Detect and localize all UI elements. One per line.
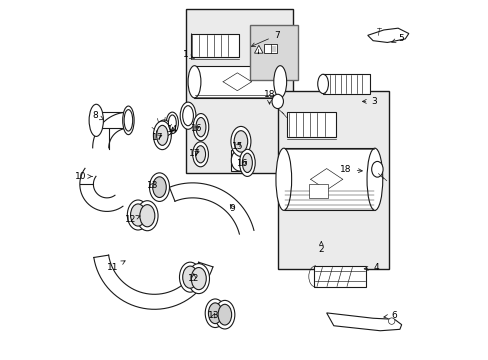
Ellipse shape <box>366 148 382 210</box>
Polygon shape <box>254 45 263 53</box>
Ellipse shape <box>242 153 252 172</box>
Ellipse shape <box>275 148 291 210</box>
Text: 13: 13 <box>146 181 158 190</box>
Bar <box>278 91 388 269</box>
Polygon shape <box>326 313 401 331</box>
Ellipse shape <box>156 125 168 145</box>
Ellipse shape <box>89 104 103 136</box>
Text: 16: 16 <box>237 159 248 168</box>
Ellipse shape <box>153 121 171 150</box>
Ellipse shape <box>152 177 166 198</box>
Ellipse shape <box>214 300 234 329</box>
Text: 15: 15 <box>232 141 244 150</box>
Text: 5: 5 <box>391 35 403 44</box>
Ellipse shape <box>149 173 169 202</box>
Ellipse shape <box>166 112 178 134</box>
Ellipse shape <box>387 318 394 324</box>
Text: 17: 17 <box>189 149 201 158</box>
Ellipse shape <box>130 204 145 226</box>
Text: 18: 18 <box>263 90 275 104</box>
Ellipse shape <box>191 267 206 290</box>
Ellipse shape <box>239 149 255 176</box>
Text: 8: 8 <box>92 111 103 120</box>
Ellipse shape <box>183 266 197 288</box>
Ellipse shape <box>180 102 196 129</box>
Ellipse shape <box>140 204 155 227</box>
Ellipse shape <box>156 120 172 141</box>
Bar <box>313 266 365 287</box>
Bar <box>287 112 335 137</box>
Ellipse shape <box>188 264 209 294</box>
Ellipse shape <box>234 131 247 152</box>
Ellipse shape <box>183 106 193 126</box>
Text: 18: 18 <box>340 166 362 175</box>
Ellipse shape <box>168 115 176 131</box>
Ellipse shape <box>136 201 158 231</box>
Bar <box>190 33 239 57</box>
Ellipse shape <box>188 66 201 98</box>
Text: 14: 14 <box>166 126 178 135</box>
Ellipse shape <box>230 126 250 157</box>
Ellipse shape <box>317 74 328 94</box>
Ellipse shape <box>195 146 205 163</box>
Ellipse shape <box>124 110 132 131</box>
Ellipse shape <box>231 150 248 171</box>
Text: 1: 1 <box>183 50 194 59</box>
Ellipse shape <box>127 200 148 230</box>
Ellipse shape <box>192 142 208 167</box>
Ellipse shape <box>193 113 208 141</box>
Ellipse shape <box>273 66 286 98</box>
Ellipse shape <box>271 94 283 109</box>
Bar <box>323 74 369 94</box>
Bar <box>185 9 292 173</box>
Text: 17: 17 <box>151 132 163 141</box>
Bar <box>249 24 298 80</box>
Polygon shape <box>96 112 128 128</box>
Bar <box>264 44 276 53</box>
Text: 3: 3 <box>362 97 376 106</box>
Ellipse shape <box>122 106 134 135</box>
Ellipse shape <box>371 161 382 177</box>
Bar <box>308 184 328 198</box>
Ellipse shape <box>208 303 222 324</box>
Text: 11: 11 <box>107 261 125 272</box>
Text: 4: 4 <box>364 263 378 272</box>
Bar <box>283 148 374 210</box>
Ellipse shape <box>218 304 231 325</box>
Text: 2: 2 <box>318 242 324 254</box>
Text: 13: 13 <box>207 311 219 320</box>
Bar <box>231 150 248 171</box>
Text: 9: 9 <box>229 204 235 213</box>
Ellipse shape <box>205 299 225 328</box>
Bar <box>190 33 239 57</box>
Ellipse shape <box>196 117 205 137</box>
Text: 6: 6 <box>383 311 396 320</box>
Text: 12: 12 <box>188 274 199 283</box>
Text: 7: 7 <box>251 31 279 46</box>
Ellipse shape <box>179 262 201 292</box>
Text: 12: 12 <box>124 215 140 224</box>
Bar <box>194 66 280 98</box>
Text: 10: 10 <box>75 172 92 181</box>
Text: 16: 16 <box>190 124 202 133</box>
Polygon shape <box>367 28 408 42</box>
